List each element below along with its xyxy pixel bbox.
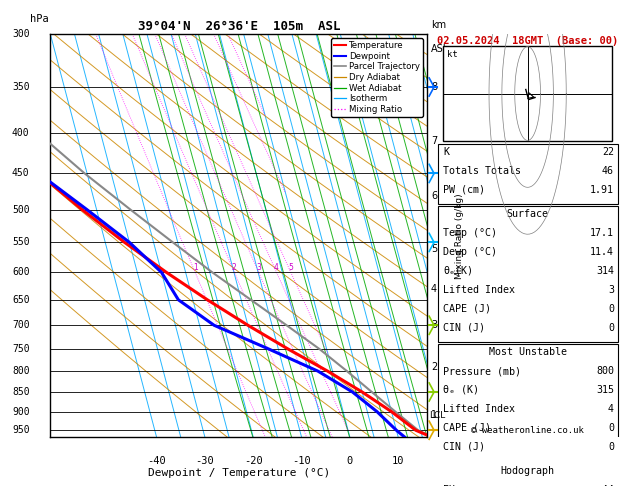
Text: hPa: hPa [30, 14, 48, 24]
Text: 22: 22 [602, 147, 614, 157]
Text: -44: -44 [596, 485, 614, 486]
Title: 39°04'N  26°36'E  105m  ASL: 39°04'N 26°36'E 105m ASL [138, 20, 340, 33]
Text: 02.05.2024  18GMT  (Base: 00): 02.05.2024 18GMT (Base: 00) [437, 36, 618, 46]
Text: CIN (J): CIN (J) [443, 442, 485, 452]
Text: Temp (°C): Temp (°C) [443, 228, 497, 238]
Text: 3: 3 [256, 263, 261, 272]
Text: Most Unstable: Most Unstable [489, 347, 567, 357]
Text: -30: -30 [196, 455, 214, 466]
Text: 0: 0 [608, 442, 614, 452]
Text: -40: -40 [147, 455, 166, 466]
Text: Dewpoint / Temperature (°C): Dewpoint / Temperature (°C) [148, 468, 330, 478]
Text: 400: 400 [12, 128, 30, 138]
Text: 8: 8 [431, 82, 437, 92]
Text: 1: 1 [431, 411, 437, 420]
Text: 10: 10 [392, 455, 404, 466]
Text: EH: EH [443, 485, 455, 486]
Text: 1: 1 [192, 263, 198, 272]
Text: 11.4: 11.4 [590, 247, 614, 257]
Text: Lifted Index: Lifted Index [443, 285, 515, 295]
Text: 750: 750 [12, 344, 30, 354]
Text: Pressure (mb): Pressure (mb) [443, 366, 521, 376]
Text: 5: 5 [431, 243, 437, 254]
Text: 2: 2 [431, 362, 437, 372]
Text: 4: 4 [431, 284, 437, 294]
Bar [438, 463, 618, 486]
Text: 6: 6 [431, 191, 437, 201]
Bar [438, 206, 618, 342]
Text: Dewp (°C): Dewp (°C) [443, 247, 497, 257]
Text: -10: -10 [292, 455, 311, 466]
Text: 350: 350 [12, 82, 30, 92]
Text: CAPE (J): CAPE (J) [443, 304, 491, 314]
Text: 450: 450 [12, 168, 30, 178]
Text: 4: 4 [274, 263, 279, 272]
Text: km: km [431, 20, 446, 30]
Text: 17.1: 17.1 [590, 228, 614, 238]
Text: LCL: LCL [429, 411, 445, 420]
Text: 4: 4 [608, 404, 614, 414]
Text: 0: 0 [608, 423, 614, 433]
Bar [438, 344, 618, 461]
Text: 550: 550 [12, 237, 30, 247]
Text: Surface: Surface [506, 209, 548, 219]
Text: CIN (J): CIN (J) [443, 323, 485, 333]
Text: PW (cm): PW (cm) [443, 185, 485, 195]
Text: 700: 700 [12, 320, 30, 330]
Text: 800: 800 [12, 366, 30, 376]
Text: Mixing Ratio (g/kg): Mixing Ratio (g/kg) [455, 193, 464, 278]
Text: 950: 950 [12, 425, 30, 435]
Text: ASL: ASL [431, 44, 449, 54]
Text: θₑ (K): θₑ (K) [443, 385, 479, 395]
Text: 0: 0 [608, 323, 614, 333]
Text: K: K [443, 147, 449, 157]
Text: Hodograph: Hodograph [501, 466, 555, 476]
Text: -20: -20 [244, 455, 263, 466]
Text: 850: 850 [12, 387, 30, 397]
Text: 1.91: 1.91 [590, 185, 614, 195]
Legend: Temperature, Dewpoint, Parcel Trajectory, Dry Adiabat, Wet Adiabat, Isotherm, Mi: Temperature, Dewpoint, Parcel Trajectory… [331, 38, 423, 117]
Text: Totals Totals: Totals Totals [443, 166, 521, 176]
Text: 3: 3 [431, 320, 437, 330]
Text: 3: 3 [608, 285, 614, 295]
Text: 650: 650 [12, 295, 30, 305]
Text: 46: 46 [602, 166, 614, 176]
Bar [438, 144, 618, 204]
Text: θₑ(K): θₑ(K) [443, 266, 473, 276]
Text: Lifted Index: Lifted Index [443, 404, 515, 414]
Text: © weatheronline.co.uk: © weatheronline.co.uk [471, 426, 584, 435]
Text: 600: 600 [12, 267, 30, 278]
Text: 900: 900 [12, 407, 30, 417]
Text: kt: kt [447, 50, 457, 59]
Text: CAPE (J): CAPE (J) [443, 423, 491, 433]
Text: 0: 0 [608, 304, 614, 314]
Text: 500: 500 [12, 205, 30, 215]
Text: 314: 314 [596, 266, 614, 276]
Text: 0: 0 [347, 455, 353, 466]
Text: 5: 5 [288, 263, 293, 272]
Text: 300: 300 [12, 29, 30, 39]
Text: 7: 7 [431, 137, 437, 146]
Text: 2: 2 [232, 263, 237, 272]
Text: 800: 800 [596, 366, 614, 376]
Bar [443, 46, 612, 141]
Text: 315: 315 [596, 385, 614, 395]
